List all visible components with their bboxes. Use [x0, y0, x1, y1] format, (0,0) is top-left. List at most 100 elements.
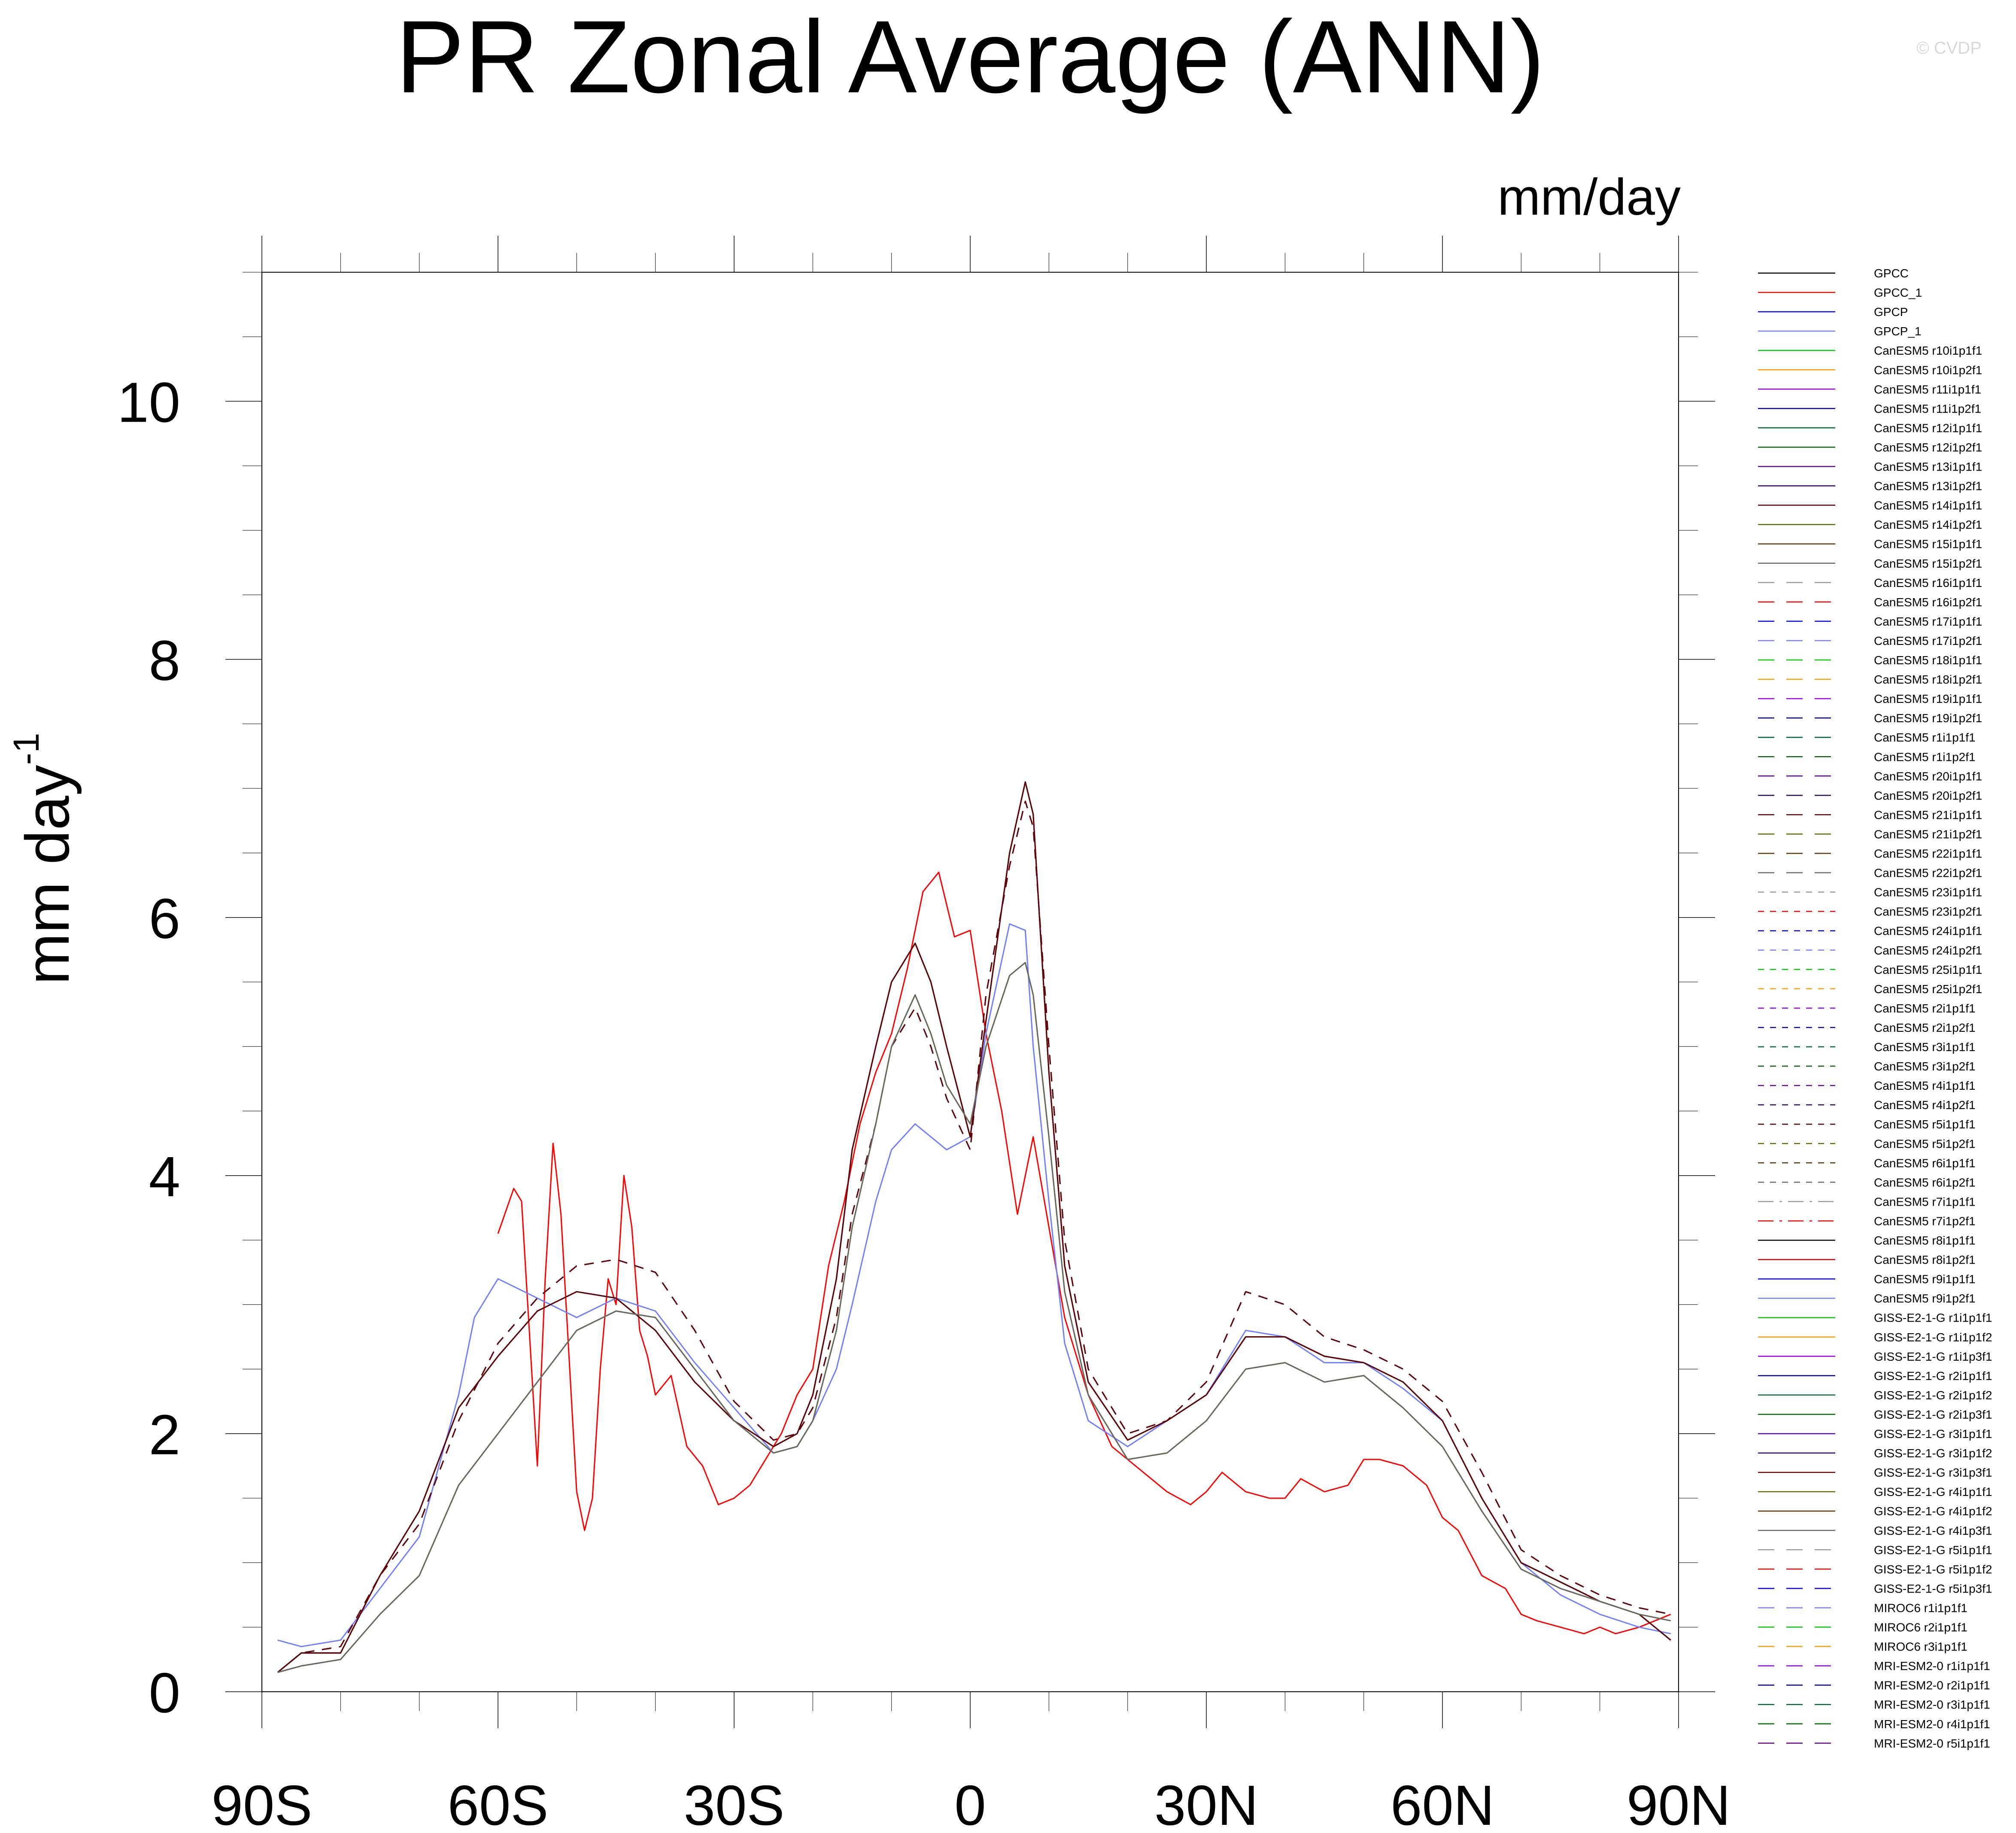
legend-label: CanESM5 r7i1p1f1	[1874, 1195, 1976, 1208]
series-line	[277, 923, 1671, 1648]
legend-label: CanESM5 r16i1p2f1	[1874, 596, 1982, 609]
legend-label: CanESM5 r7i1p2f1	[1874, 1214, 1976, 1228]
legend-label: CanESM5 r2i1p1f1	[1874, 1002, 1976, 1015]
watermark: © CVDP	[1916, 39, 1982, 58]
legend-label: CanESM5 r1i1p2f1	[1874, 750, 1976, 763]
legend-label: CanESM5 r9i1p1f1	[1874, 1273, 1976, 1286]
legend-label: CanESM5 r3i1p2f1	[1874, 1060, 1976, 1073]
series-line	[277, 781, 1671, 1673]
legend-label: MIROC6 r2i1p1f1	[1874, 1621, 1967, 1634]
x-tick-label: 90N	[1627, 1774, 1731, 1833]
y-axis-title: mm day-1	[6, 733, 82, 985]
series-line	[277, 781, 1671, 1673]
legend-label: CanESM5 r18i1p2f1	[1874, 673, 1982, 686]
legend-label: CanESM5 r12i1p2f1	[1874, 441, 1982, 454]
legend-label: CanESM5 r3i1p1f1	[1874, 1040, 1976, 1054]
legend-label: CanESM5 r10i1p2f1	[1874, 363, 1982, 377]
legend-label: CanESM5 r11i1p1f1	[1874, 383, 1981, 396]
legend-label: CanESM5 r17i1p2f1	[1874, 634, 1982, 647]
legend-label: CanESM5 r25i1p1f1	[1874, 963, 1982, 976]
legend-label: CanESM5 r22i1p1f1	[1874, 847, 1982, 860]
legend-label: MRI-ESM2-0 r4i1p1f1	[1874, 1717, 1990, 1731]
y-tick-label: 0	[149, 1661, 180, 1724]
legend-label: CanESM5 r11i1p2f1	[1874, 402, 1981, 415]
legend-label: GPCC	[1874, 267, 1909, 280]
legend: GPCC GPCC_1 GPCP GPCP_1 CanESM5 r10i1p1f1 Can…	[1758, 267, 1992, 1750]
legend-label: CanESM5 r5i1p1f1	[1874, 1118, 1976, 1131]
legend-label: GISS-E2-1-G r3i1p3f1	[1874, 1466, 1992, 1479]
series-line	[497, 872, 1671, 1635]
legend-label: CanESM5 r1i1p1f1	[1874, 731, 1976, 744]
legend-label: GISS-E2-1-G r4i1p1f2	[1874, 1505, 1992, 1518]
legend-label: CanESM5 r14i1p1f1	[1874, 499, 1982, 512]
series-line	[277, 962, 1671, 1673]
legend-label: CanESM5 r4i1p2f1	[1874, 1098, 1976, 1112]
legend-label: CanESM5 r19i1p2f1	[1874, 711, 1982, 725]
chart-title: PR Zonal Average (ANN)	[396, 0, 1545, 114]
legend-label: GPCC_1	[1874, 286, 1922, 299]
y-axis-ticks: 0 2 4 6 8 10	[117, 371, 1715, 1724]
legend-label: CanESM5 r6i1p2f1	[1874, 1176, 1976, 1189]
legend-label: CanESM5 r17i1p1f1	[1874, 615, 1982, 628]
legend-label: CanESM5 r23i1p2f1	[1874, 905, 1982, 918]
series-line	[277, 800, 1671, 1673]
x-tick-label: 30S	[684, 1774, 785, 1833]
legend-label: CanESM5 r20i1p2f1	[1874, 789, 1982, 802]
legend-label: GISS-E2-1-G r2i1p1f1	[1874, 1369, 1992, 1383]
legend-label: MRI-ESM2-0 r5i1p1f1	[1874, 1737, 1990, 1750]
legend-label: CanESM5 r21i1p1f1	[1874, 808, 1982, 821]
legend-label: CanESM5 r15i1p1f1	[1874, 538, 1982, 551]
legend-label: CanESM5 r13i1p2f1	[1874, 480, 1982, 493]
legend-label: CanESM5 r8i1p1f1	[1874, 1234, 1976, 1247]
series-line	[277, 962, 1671, 1673]
legend-label: CanESM5 r13i1p1f1	[1874, 460, 1982, 474]
legend-label: GISS-E2-1-G r2i1p3f1	[1874, 1408, 1992, 1421]
y-tick-label: 10	[117, 371, 180, 434]
legend-label: MIROC6 r1i1p1f1	[1874, 1601, 1967, 1614]
legend-label: CanESM5 r20i1p1f1	[1874, 769, 1982, 783]
legend-label: CanESM5 r6i1p1f1	[1874, 1156, 1976, 1170]
legend-label: GISS-E2-1-G r5i1p1f2	[1874, 1562, 1992, 1576]
legend-label: GISS-E2-1-G r3i1p1f1	[1874, 1427, 1992, 1441]
legend-label: CanESM5 r24i1p2f1	[1874, 944, 1982, 957]
legend-label: CanESM5 r21i1p2f1	[1874, 827, 1982, 841]
legend-label: CanESM5 r16i1p1f1	[1874, 576, 1982, 590]
legend-label: CanESM5 r10i1p1f1	[1874, 344, 1982, 357]
y-tick-label: 8	[149, 629, 180, 692]
x-tick-label: 60S	[448, 1774, 549, 1833]
legend-label: CanESM5 r4i1p1f1	[1874, 1079, 1976, 1092]
legend-label: GISS-E2-1-G r1i1p1f1	[1874, 1311, 1992, 1325]
legend-label: CanESM5 r25i1p2f1	[1874, 982, 1982, 996]
legend-label: MRI-ESM2-0 r2i1p1f1	[1874, 1679, 1990, 1692]
plot-frame	[261, 272, 1679, 1692]
legend-label: CanESM5 r22i1p2f1	[1874, 866, 1982, 880]
series-line	[277, 962, 1671, 1673]
minor-ticks	[243, 253, 1698, 1711]
legend-label: GISS-E2-1-G r5i1p1f1	[1874, 1543, 1992, 1556]
x-axis-ticks: 90S 60S 30S 0 30N 60N 90N	[212, 236, 1731, 1833]
x-tick-label: 90S	[212, 1774, 313, 1833]
units-label: mm/day	[1497, 168, 1681, 226]
y-axis-label: mm day	[13, 765, 82, 985]
y-tick-label: 4	[149, 1145, 180, 1208]
x-tick-label: 60N	[1391, 1774, 1494, 1833]
legend-label: GISS-E2-1-G r1i1p1f2	[1874, 1331, 1992, 1344]
legend-label: GISS-E2-1-G r3i1p1f2	[1874, 1447, 1992, 1460]
legend-label: GISS-E2-1-G r4i1p3f1	[1874, 1524, 1992, 1537]
legend-label: CanESM5 r9i1p2f1	[1874, 1292, 1976, 1305]
legend-label: MIROC6 r3i1p1f1	[1874, 1640, 1967, 1654]
legend-label: CanESM5 r8i1p2f1	[1874, 1253, 1976, 1267]
legend-label: CanESM5 r15i1p2f1	[1874, 557, 1982, 570]
legend-label: GPCP	[1874, 305, 1908, 319]
legend-label: GISS-E2-1-G r5i1p3f1	[1874, 1582, 1992, 1595]
legend-label: MRI-ESM2-0 r1i1p1f1	[1874, 1660, 1990, 1673]
legend-label: CanESM5 r5i1p2f1	[1874, 1137, 1976, 1150]
x-tick-label: 30N	[1154, 1774, 1258, 1833]
legend-label: CanESM5 r23i1p1f1	[1874, 886, 1982, 899]
svg-text:mm day-1: mm day-1	[6, 733, 82, 985]
legend-label: MRI-ESM2-0 r3i1p1f1	[1874, 1698, 1990, 1711]
y-axis-label-exponent: -1	[6, 733, 46, 765]
legend-label: CanESM5 r2i1p2f1	[1874, 1021, 1976, 1034]
legend-label: GPCP_1	[1874, 325, 1922, 338]
